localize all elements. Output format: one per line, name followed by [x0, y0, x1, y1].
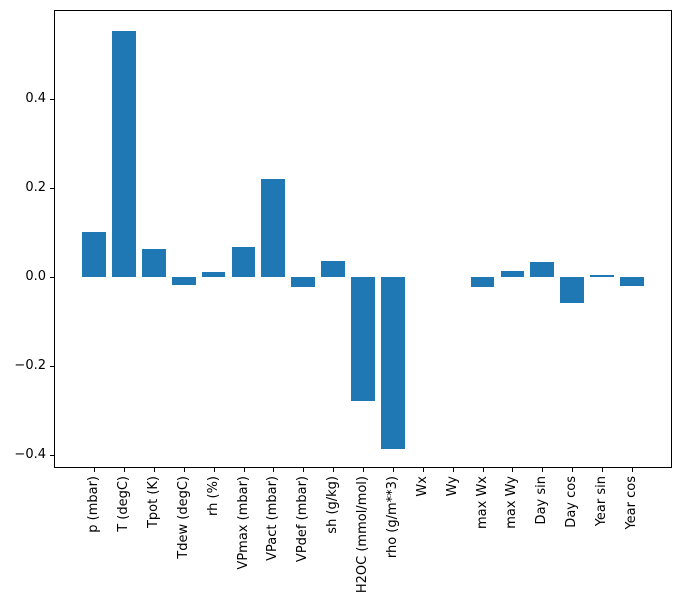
x-axis-tick [392, 468, 394, 472]
bar [500, 270, 525, 277]
x-axis-tick [183, 468, 185, 472]
y-tick-label: 0.2 [25, 180, 46, 196]
x-axis-tick [363, 468, 364, 472]
x-tick-label: Year cos [624, 476, 639, 530]
y-axis-tick [50, 365, 54, 367]
x-axis-tick [303, 468, 305, 472]
bar [380, 276, 405, 449]
x-tick-label: VPmax (mbar) [235, 476, 251, 570]
x-tick-label: VPact (mbar) [265, 476, 281, 561]
x-axis-tick [243, 468, 245, 472]
x-axis-tick [602, 468, 604, 472]
x-tick-label: rho (g/m**3) [384, 476, 400, 559]
x-axis-tick [632, 468, 633, 472]
x-axis-tick [512, 468, 514, 472]
bar [590, 275, 614, 277]
x-tick-label: sh (g/kg) [325, 476, 341, 534]
x-tick-label: p (mbar) [86, 476, 101, 533]
bar [321, 261, 346, 277]
bar [231, 246, 256, 277]
bar [470, 276, 495, 287]
bar [112, 30, 136, 277]
y-axis-tick [50, 276, 54, 278]
bar [82, 232, 106, 277]
bar [171, 276, 196, 285]
x-axis-tick [94, 468, 95, 472]
x-axis-tick [452, 468, 454, 472]
bar [141, 248, 166, 277]
bar [261, 179, 286, 277]
x-tick-label: Tdew (degC) [175, 476, 191, 559]
x-axis-tick [153, 468, 155, 472]
bar [291, 276, 316, 288]
axes-frame [54, 10, 672, 468]
bar [201, 271, 226, 277]
x-axis-tick [213, 468, 215, 472]
x-tick-label: Day sin [534, 476, 550, 525]
bar [351, 276, 375, 401]
y-axis-tick [50, 187, 54, 189]
y-axis-tick [50, 98, 54, 100]
x-tick-label: Year sin [594, 476, 610, 527]
x-tick-label: Day cos [564, 476, 580, 528]
y-tick-label: −0.2 [14, 358, 46, 374]
x-tick-label: max Wy [504, 476, 520, 529]
x-tick-label: H2OC (mmol/mol) [355, 476, 370, 594]
x-axis-tick [333, 468, 335, 472]
bar [620, 276, 644, 286]
x-axis-tick [273, 468, 275, 472]
x-axis-tick [482, 468, 484, 472]
x-tick-label: T (degC) [115, 476, 131, 532]
x-axis-tick [572, 468, 574, 472]
bar [560, 276, 585, 304]
y-tick-label: −0.4 [14, 447, 46, 463]
y-tick-label: 0.4 [25, 91, 46, 107]
x-axis-tick [123, 468, 125, 472]
x-tick-label: max Wx [474, 476, 490, 530]
x-tick-label: rh (%) [205, 476, 221, 516]
bar [530, 261, 555, 277]
x-tick-label: VPdef (mbar) [295, 476, 311, 563]
x-tick-label: Tpot (K) [145, 476, 161, 529]
x-axis-tick [542, 468, 544, 472]
y-axis-tick [50, 454, 54, 456]
x-tick-label: Wy [444, 476, 460, 497]
x-tick-label: Wx [414, 476, 430, 497]
y-tick-label: 0.0 [25, 269, 46, 285]
x-axis-tick [422, 468, 424, 472]
